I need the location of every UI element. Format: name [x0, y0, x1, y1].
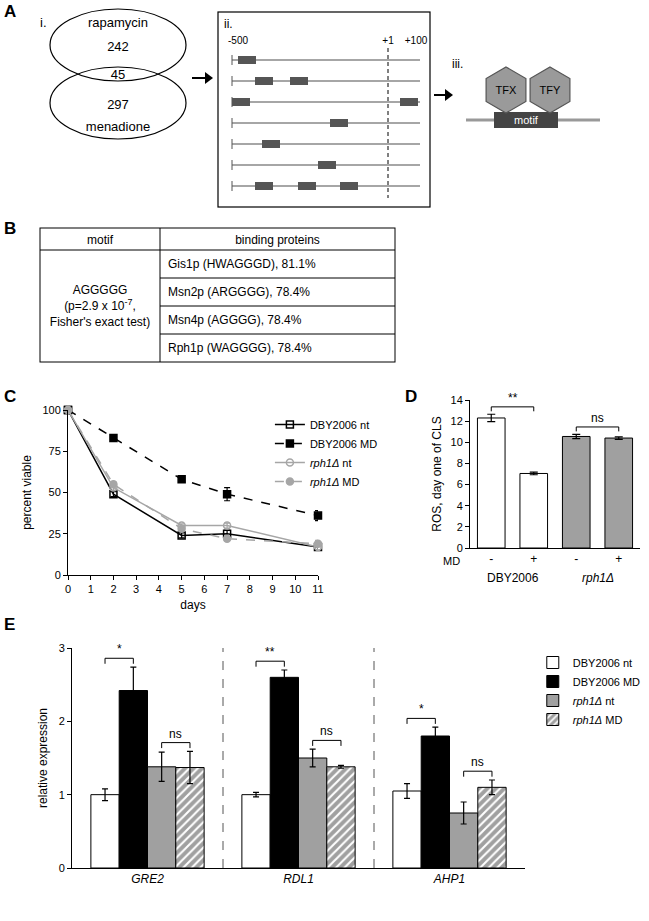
svg-text:+: +: [615, 552, 622, 566]
svg-text:i.: i.: [40, 15, 47, 30]
svg-text:C: C: [4, 387, 16, 406]
svg-text:D: D: [405, 387, 417, 406]
svg-text:B: B: [4, 219, 16, 238]
svg-text:days: days: [180, 598, 205, 612]
svg-text:E: E: [4, 615, 15, 634]
svg-text:(p=2.9 x 10-7,: (p=2.9 x 10-7,: [64, 297, 136, 313]
svg-text:ns: ns: [320, 724, 333, 738]
svg-text:TFX: TFX: [496, 84, 517, 96]
svg-text:Gis1p (HWAGGGD), 81.1%: Gis1p (HWAGGGD), 81.1%: [168, 257, 316, 271]
svg-text:3: 3: [59, 642, 65, 654]
svg-text:6: 6: [201, 583, 207, 595]
svg-text:+1: +1: [382, 35, 394, 46]
svg-text:+100: +100: [405, 35, 428, 46]
svg-text:45: 45: [111, 67, 125, 82]
svg-text:11: 11: [312, 583, 323, 595]
svg-text:4: 4: [156, 583, 162, 595]
svg-text:*: *: [419, 702, 424, 716]
svg-text:10: 10: [451, 436, 463, 448]
svg-text:motif: motif: [87, 233, 114, 247]
svg-text:A: A: [4, 2, 16, 21]
svg-text:3: 3: [133, 583, 139, 595]
svg-text:2: 2: [59, 715, 65, 727]
svg-text:motif: motif: [514, 114, 539, 126]
svg-text:2: 2: [457, 521, 463, 533]
svg-text:8: 8: [457, 457, 463, 469]
svg-text:12: 12: [451, 415, 463, 427]
svg-text:25: 25: [49, 528, 61, 540]
svg-text:DBY2006 MD: DBY2006 MD: [573, 676, 640, 688]
svg-text:9: 9: [269, 583, 275, 595]
svg-text:-500: -500: [228, 35, 248, 46]
svg-text:Fisher's exact test): Fisher's exact test): [50, 315, 150, 329]
svg-text:1: 1: [88, 583, 94, 595]
svg-text:*: *: [117, 642, 122, 656]
svg-text:2: 2: [110, 583, 116, 595]
svg-text:TFY: TFY: [540, 84, 561, 96]
svg-text:1: 1: [59, 789, 65, 801]
svg-text:6: 6: [457, 478, 463, 490]
svg-text:ns: ns: [591, 411, 604, 425]
svg-text:rph1Δ: rph1Δ: [582, 571, 614, 585]
svg-text:MD: MD: [443, 555, 460, 567]
svg-text:-: -: [489, 552, 493, 566]
svg-text:DBY2006 nt: DBY2006 nt: [573, 657, 632, 669]
svg-text:7: 7: [224, 583, 230, 595]
svg-text:relative expression: relative expression: [36, 708, 50, 808]
svg-text:0: 0: [65, 583, 71, 595]
svg-text:binding proteins: binding proteins: [235, 233, 320, 247]
svg-text:menadione: menadione: [86, 119, 150, 134]
svg-text:AGGGGG: AGGGGG: [73, 283, 128, 297]
svg-text:GRE2: GRE2: [131, 872, 164, 886]
svg-text:8: 8: [247, 583, 253, 595]
svg-text:ns: ns: [169, 727, 182, 741]
svg-text:AHP1: AHP1: [433, 872, 465, 886]
svg-text:**: **: [508, 391, 518, 405]
svg-text:14: 14: [451, 394, 463, 406]
svg-text:242: 242: [107, 39, 129, 54]
svg-text:rph1Δ MD: rph1Δ MD: [573, 714, 623, 726]
svg-text:4: 4: [457, 500, 463, 512]
svg-text:rapamycin: rapamycin: [88, 15, 148, 30]
svg-text:50: 50: [49, 486, 61, 498]
svg-text:ns: ns: [471, 755, 484, 769]
svg-text:Msn2p (ARGGGG), 78.4%: Msn2p (ARGGGG), 78.4%: [168, 285, 310, 299]
svg-text:rph1Δ nt: rph1Δ nt: [310, 457, 352, 469]
svg-text:rph1Δ MD: rph1Δ MD: [310, 476, 360, 488]
svg-text:Rph1p (WAGGGG), 78.4%: Rph1p (WAGGGG), 78.4%: [168, 341, 312, 355]
svg-text:0: 0: [55, 569, 61, 581]
svg-text:-: -: [574, 552, 578, 566]
svg-text:DBY2006: DBY2006: [487, 571, 539, 585]
svg-text:rph1Δ nt: rph1Δ nt: [573, 695, 615, 707]
svg-text:RDL1: RDL1: [283, 872, 314, 886]
svg-text:**: **: [265, 645, 275, 659]
svg-text:+: +: [530, 552, 537, 566]
svg-text:10: 10: [289, 583, 301, 595]
svg-text:percent viable: percent viable: [20, 455, 34, 530]
svg-text:iii.: iii.: [452, 57, 463, 71]
svg-text:Msn4p (AGGGG), 78.4%: Msn4p (AGGGG), 78.4%: [168, 313, 302, 327]
svg-text:DBY2006 nt: DBY2006 nt: [310, 419, 369, 431]
svg-text:ii.: ii.: [224, 17, 233, 31]
svg-text:DBY2006 MD: DBY2006 MD: [310, 438, 377, 450]
svg-text:0: 0: [59, 862, 65, 874]
svg-text:0: 0: [457, 542, 463, 554]
svg-text:5: 5: [179, 583, 185, 595]
svg-text:75: 75: [49, 445, 61, 457]
svg-text:ROS, day one of CLS: ROS, day one of CLS: [430, 416, 444, 531]
svg-text:100: 100: [42, 404, 60, 416]
svg-text:297: 297: [107, 97, 129, 112]
